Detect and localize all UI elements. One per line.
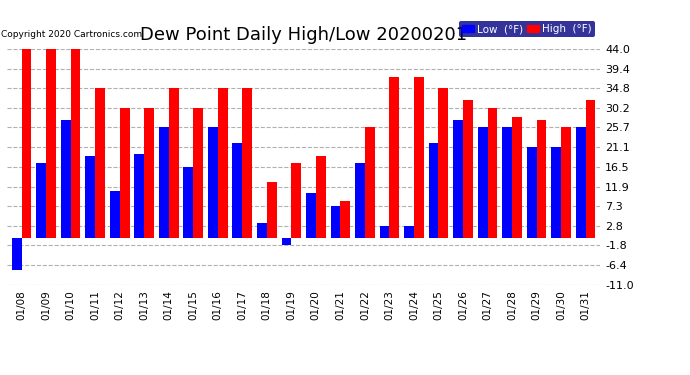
Bar — [193, 108, 203, 238]
Bar — [37, 163, 46, 238]
Bar — [159, 128, 169, 238]
Bar — [488, 108, 497, 238]
Bar — [46, 49, 56, 238]
Bar — [95, 88, 105, 238]
Text: Copyright 2020 Cartronics.com: Copyright 2020 Cartronics.com — [1, 30, 142, 39]
Bar — [537, 120, 546, 238]
Bar — [561, 128, 571, 238]
Bar — [340, 201, 351, 238]
Bar — [110, 190, 119, 238]
Legend: Low  (°F), High  (°F): Low (°F), High (°F) — [459, 21, 595, 37]
Bar — [551, 147, 561, 238]
Bar — [233, 143, 242, 238]
Bar — [12, 238, 21, 270]
Bar — [291, 163, 301, 238]
Bar — [389, 76, 400, 238]
Bar — [316, 156, 326, 238]
Bar — [365, 128, 375, 238]
Bar — [242, 88, 252, 238]
Bar — [70, 49, 81, 238]
Bar — [169, 88, 179, 238]
Title: Dew Point Daily High/Low 20200201: Dew Point Daily High/Low 20200201 — [140, 26, 467, 44]
Bar — [404, 226, 414, 238]
Bar — [135, 154, 144, 238]
Bar — [282, 238, 291, 246]
Bar — [414, 76, 424, 238]
Bar — [502, 128, 512, 238]
Bar — [380, 226, 389, 238]
Bar — [331, 206, 340, 238]
Bar — [428, 143, 438, 238]
Bar — [355, 163, 365, 238]
Bar — [526, 147, 537, 238]
Bar — [512, 117, 522, 238]
Bar — [61, 120, 70, 238]
Bar — [257, 223, 267, 238]
Bar — [208, 128, 218, 238]
Bar — [119, 108, 130, 238]
Bar — [267, 182, 277, 238]
Bar — [21, 49, 32, 238]
Bar — [453, 120, 463, 238]
Bar — [218, 88, 228, 238]
Bar — [438, 88, 449, 238]
Bar — [86, 156, 95, 238]
Bar — [575, 128, 586, 238]
Bar — [463, 100, 473, 238]
Bar — [586, 100, 595, 238]
Bar — [184, 167, 193, 238]
Bar — [477, 128, 488, 238]
Bar — [144, 108, 154, 238]
Bar — [306, 193, 316, 238]
